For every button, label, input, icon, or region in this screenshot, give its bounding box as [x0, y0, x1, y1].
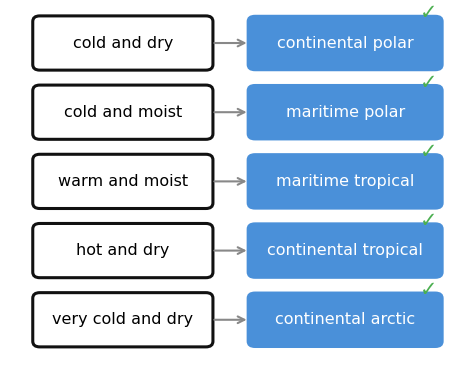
FancyBboxPatch shape [247, 153, 444, 209]
Text: continental polar: continental polar [277, 36, 414, 50]
Text: cold and dry: cold and dry [73, 36, 173, 50]
FancyBboxPatch shape [33, 16, 213, 70]
Text: cold and moist: cold and moist [64, 105, 182, 120]
Text: very cold and dry: very cold and dry [52, 312, 193, 327]
FancyBboxPatch shape [247, 292, 444, 348]
FancyBboxPatch shape [247, 222, 444, 279]
FancyBboxPatch shape [33, 154, 213, 209]
Text: hot and dry: hot and dry [76, 243, 169, 258]
Text: warm and moist: warm and moist [58, 174, 188, 189]
Text: maritime tropical: maritime tropical [276, 174, 414, 189]
Text: ✓: ✓ [420, 280, 438, 300]
Text: continental arctic: continental arctic [275, 312, 415, 327]
Text: maritime polar: maritime polar [285, 105, 405, 120]
FancyBboxPatch shape [247, 15, 444, 71]
FancyBboxPatch shape [33, 85, 213, 140]
Text: ✓: ✓ [420, 142, 438, 162]
Text: ✓: ✓ [420, 3, 438, 23]
Text: ✓: ✓ [420, 73, 438, 93]
Text: continental tropical: continental tropical [267, 243, 423, 258]
FancyBboxPatch shape [33, 223, 213, 278]
FancyBboxPatch shape [33, 292, 213, 347]
FancyBboxPatch shape [247, 84, 444, 141]
Text: ✓: ✓ [420, 211, 438, 231]
